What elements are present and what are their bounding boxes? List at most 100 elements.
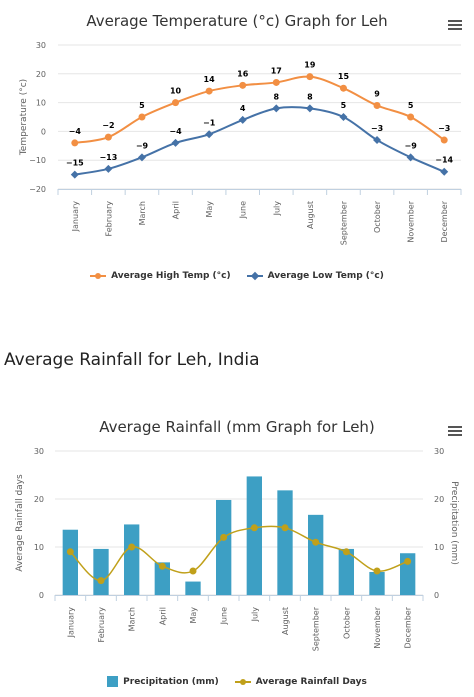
rainfall-section-heading: Average Rainfall for Leh, India (4, 350, 260, 370)
bar (308, 514, 324, 595)
rainfall-plot: 30 30 20 20 10 10 0 0 January February March April M… (15, 447, 459, 651)
x-tick-label: August (306, 201, 315, 229)
data-point (70, 170, 79, 179)
temperature-legend: Average High Temp (°c) Average Low Temp … (0, 271, 474, 281)
x-tick-label: March (128, 607, 137, 631)
x-tick-label: December (404, 606, 413, 648)
y-tick-label-right: 0 (434, 591, 439, 600)
y-axis-title-left: Average Rainfall days (15, 474, 25, 572)
data-point (312, 538, 320, 546)
data-point (373, 101, 381, 109)
bar (369, 571, 385, 595)
y-tick-label: 20 (36, 70, 46, 79)
x-tick-label: May (189, 607, 198, 624)
data-point (373, 567, 381, 575)
bar (62, 529, 78, 595)
data-point (440, 167, 449, 176)
legend-item-low-temp[interactable]: Average Low Temp (°c) (246, 271, 384, 281)
data-point (339, 84, 347, 92)
data-label: 17 (271, 66, 282, 75)
x-tick-label: July (272, 201, 281, 217)
bar (154, 562, 170, 595)
hamburger-menu-icon[interactable] (448, 18, 462, 30)
data-label: −9 (136, 141, 149, 150)
bar (185, 581, 201, 595)
data-point (272, 104, 281, 113)
legend-marker-rainfall-days (234, 678, 251, 685)
y-tick-label-left: 20 (34, 495, 44, 504)
data-label: 16 (237, 69, 249, 78)
data-point (272, 78, 280, 86)
x-tick-label: January (66, 607, 75, 639)
y-tick-label-left: 30 (34, 447, 44, 456)
x-tick-label: May (205, 201, 214, 218)
y-tick-label-left: 0 (39, 591, 44, 600)
data-label: −15 (66, 159, 84, 168)
data-label: 8 (307, 92, 313, 101)
x-tick-label: June (239, 201, 248, 220)
bar (216, 499, 232, 595)
hamburger-menu-icon[interactable] (448, 424, 462, 436)
bar (124, 524, 140, 595)
y-tick-label: 0 (41, 127, 46, 136)
data-point (171, 138, 180, 147)
data-point (104, 164, 113, 173)
data-point (172, 99, 180, 107)
data-point (407, 113, 415, 121)
data-point (104, 133, 112, 141)
data-point (137, 153, 146, 162)
data-label: 5 (408, 101, 414, 110)
bar (277, 490, 293, 595)
data-point (238, 115, 247, 124)
y-tick-label: −10 (29, 156, 46, 165)
x-tick-label: February (104, 201, 113, 237)
temperature-plot: 30 20 10 0 −10 −20 January February March April Ma… (19, 41, 462, 245)
legend-label-high-temp: Average High Temp (°c) (111, 271, 231, 281)
y-axis-title-right: Precipitation (mm) (449, 481, 459, 565)
data-label: 9 (374, 89, 380, 98)
data-point (406, 153, 415, 162)
legend-item-rainfall-days[interactable]: Average Rainfall Days (234, 676, 367, 687)
y-axis-title: Temperature (°c) (19, 79, 29, 156)
data-point (220, 533, 228, 541)
data-point (97, 577, 105, 585)
rainfall-chart: Average Rainfall (mm Graph for Leh) 30 30… (0, 405, 474, 697)
x-tick-label: April (158, 607, 167, 625)
data-point (373, 136, 382, 145)
data-label: −4 (69, 127, 82, 136)
temperature-chart: Average Temperature (°c) Graph for Leh 3… (0, 0, 474, 300)
data-label: −1 (203, 118, 216, 127)
data-point (138, 113, 146, 121)
data-point (189, 567, 197, 575)
legend-item-precipitation[interactable]: Precipitation (mm) (107, 676, 219, 687)
legend-marker-precipitation (107, 676, 119, 687)
data-label: 15 (338, 72, 350, 81)
series-line (74, 75, 445, 144)
data-label: −2 (102, 121, 114, 130)
x-tick-label: October (373, 200, 382, 233)
data-point (339, 113, 348, 121)
data-label: −3 (438, 124, 450, 133)
data-point (158, 562, 166, 570)
x-tick-label: October (342, 606, 351, 639)
x-tick-label: December (440, 200, 449, 242)
x-tick-label: September (312, 606, 321, 651)
data-label: 5 (139, 101, 145, 110)
legend-item-high-temp[interactable]: Average High Temp (°c) (90, 271, 231, 281)
x-tick-label: September (339, 200, 348, 245)
data-point (239, 81, 247, 89)
data-label: −3 (371, 124, 383, 133)
y-tick-label-right: 10 (434, 543, 444, 552)
data-point (404, 557, 412, 565)
x-tick-label: February (97, 607, 106, 643)
x-tick-label: November (373, 606, 382, 648)
temperature-chart-title: Average Temperature (°c) Graph for Leh (86, 12, 388, 30)
y-tick-label: 30 (36, 41, 46, 50)
bar (246, 476, 262, 595)
x-tick-label: January (71, 201, 80, 233)
legend-marker-low-temp (246, 271, 263, 281)
data-label: 14 (204, 75, 216, 84)
data-label: −14 (435, 156, 453, 165)
x-tick-label: November (407, 200, 416, 242)
y-tick-label-left: 10 (34, 543, 44, 552)
